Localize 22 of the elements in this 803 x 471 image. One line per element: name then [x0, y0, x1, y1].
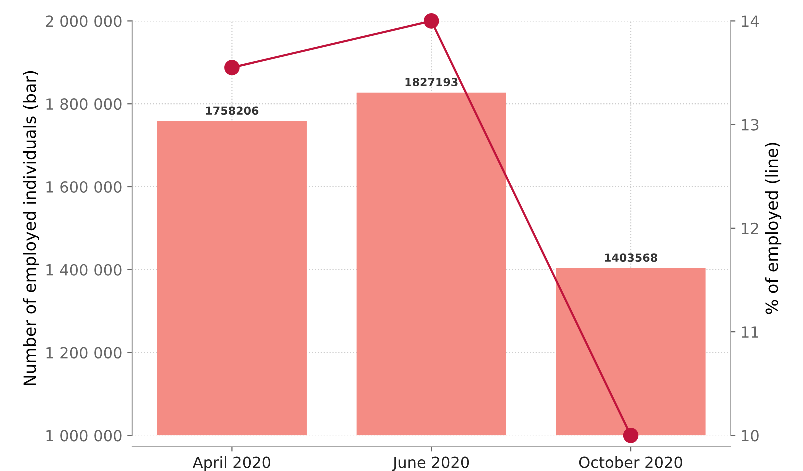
point [424, 14, 440, 29]
y-axis-title: Number of employed individuals (bar) [23, 71, 40, 386]
y-tick-label: 1 200 000 [46, 347, 122, 359]
y-tick-label: 1 000 000 [46, 430, 122, 442]
y2-tick-label: 10 [742, 430, 759, 442]
y2-tick-label: 13 [742, 119, 759, 131]
y-tick-label: 1 800 000 [46, 98, 122, 110]
y2-tick-label: 11 [742, 326, 758, 338]
x-tick-label: June 2020 [392, 456, 470, 471]
x-tick-label: April 2020 [192, 456, 271, 471]
data-label: 1403568 [605, 254, 658, 262]
y-tick-label: 1 600 000 [46, 181, 122, 194]
data-label: 1827193 [406, 78, 458, 86]
y-tick-label: 2 000 000 [46, 16, 122, 28]
y2-tick-label: 12 [742, 222, 758, 234]
y2-tick-label: 14 [742, 16, 760, 27]
point [224, 60, 240, 76]
y-tick-label: 1 400 000 [46, 264, 122, 276]
data-label: 1758206 [206, 106, 259, 116]
y2-axis-title: % of employed (line) [765, 143, 782, 314]
point [623, 428, 639, 444]
x-tick-label: October 2020 [579, 456, 682, 468]
